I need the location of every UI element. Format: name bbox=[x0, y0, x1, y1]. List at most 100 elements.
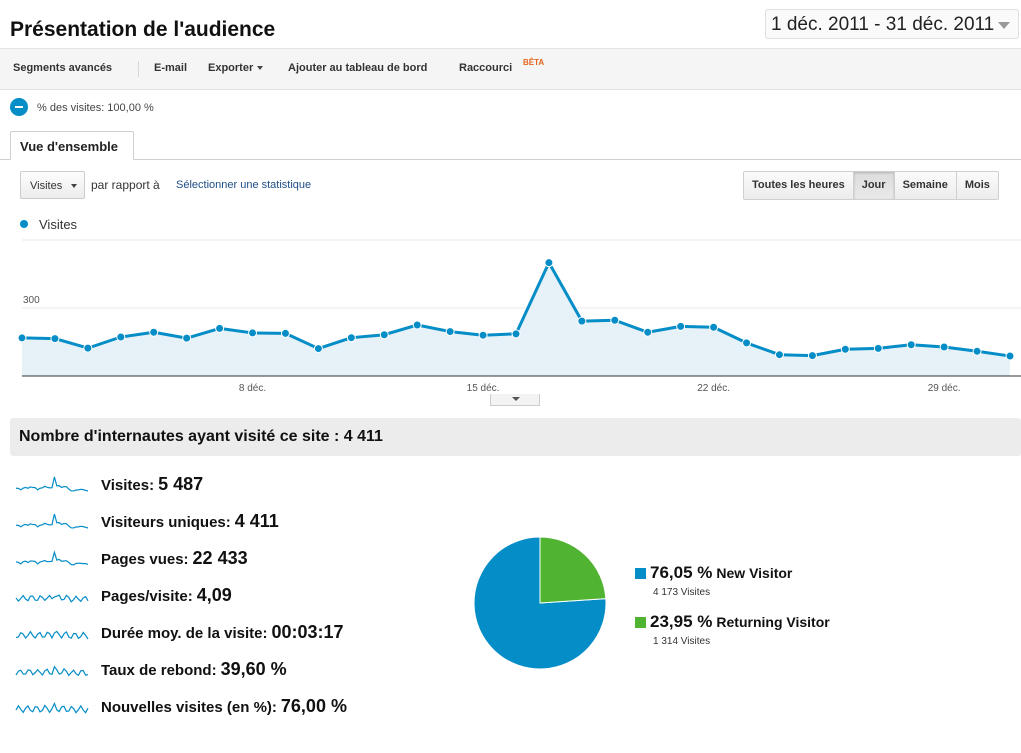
y-tick-label: 600 bbox=[23, 236, 40, 238]
visits-point bbox=[379, 330, 389, 340]
legend-dot-visits bbox=[20, 220, 28, 228]
visits-chart-svg: 300 600 8 déc. 15 déc. 22 déc. 29 déc. bbox=[17, 236, 1021, 394]
metric-label: Durée moy. de la visite: bbox=[101, 625, 268, 642]
visits-point bbox=[280, 328, 290, 338]
sparkline-icon bbox=[15, 665, 89, 677]
report-toolbar: Segments avancés E-mail Exporter Ajouter… bbox=[0, 48, 1021, 90]
granularity-day-button[interactable]: Jour bbox=[853, 172, 895, 199]
summary-bar: Nombre d'internautes ayant visité ce sit… bbox=[10, 418, 1021, 456]
email-button[interactable]: E-mail bbox=[154, 62, 188, 74]
toolbar-divider bbox=[138, 61, 139, 77]
visitor-type-pie-svg bbox=[473, 536, 607, 670]
visits-point bbox=[50, 334, 60, 344]
visits-point bbox=[149, 327, 159, 337]
visits-point bbox=[478, 330, 488, 340]
chevron-down-icon bbox=[998, 22, 1010, 29]
date-range-picker[interactable]: 1 déc. 2011 - 31 déc. 2011 bbox=[765, 9, 1019, 39]
visits-point bbox=[577, 316, 587, 326]
metric-value: 76,00 % bbox=[280, 696, 347, 716]
returning-visitor-visits: 1 314 Visites bbox=[653, 636, 711, 647]
visits-point bbox=[939, 342, 949, 352]
visits-point bbox=[313, 344, 323, 354]
x-tick-label: 15 déc. bbox=[467, 383, 500, 394]
shortcut-button[interactable]: Raccourci BÊTA bbox=[459, 58, 544, 74]
sparkline-icon bbox=[15, 476, 89, 492]
new-visitor-swatch bbox=[635, 568, 646, 579]
sparkline-icon bbox=[15, 630, 89, 640]
compare-label: par rapport à bbox=[91, 178, 160, 192]
metric-value: 39,60 % bbox=[220, 659, 287, 679]
visits-point bbox=[873, 343, 883, 353]
segment-pie-icon bbox=[10, 98, 28, 116]
select-metric-link[interactable]: Sélectionner une statistique bbox=[176, 179, 312, 191]
visits-point bbox=[709, 322, 719, 332]
visits-point bbox=[412, 320, 422, 330]
visits-point bbox=[544, 258, 554, 268]
tab-overview[interactable]: Vue d'ensemble bbox=[10, 131, 134, 160]
new-visitor-percent: 76,05 % bbox=[650, 563, 713, 582]
visits-point bbox=[742, 338, 752, 348]
export-button[interactable]: Exporter bbox=[208, 62, 264, 74]
x-tick-label: 8 déc. bbox=[239, 383, 266, 394]
metric-label: Taux de rebond: bbox=[101, 662, 217, 679]
metric-label: Visiteurs uniques: bbox=[101, 514, 231, 531]
visits-point bbox=[445, 327, 455, 337]
new-visitor-label: New Visitor bbox=[716, 565, 793, 581]
sparkline-icon bbox=[15, 513, 89, 529]
visits-point bbox=[972, 346, 982, 356]
visits-point bbox=[17, 333, 27, 343]
sparkline-icon bbox=[15, 702, 89, 714]
add-to-dashboard-button[interactable]: Ajouter au tableau de bord bbox=[288, 62, 428, 74]
visits-chart: 300 600 8 déc. 15 déc. 22 déc. 29 déc. bbox=[0, 236, 1021, 406]
visits-point bbox=[511, 329, 521, 339]
summary-label: Nombre d'internautes ayant visité ce sit… bbox=[19, 428, 383, 445]
metric-label: Visites: bbox=[101, 477, 155, 494]
legend-label: Visites bbox=[39, 217, 78, 232]
granularity-buttons: Toutes les heures Jour Semaine Mois bbox=[743, 171, 999, 200]
metric-select[interactable]: Visites bbox=[20, 171, 85, 199]
chart-collapse-handle[interactable] bbox=[490, 394, 540, 406]
visits-area bbox=[22, 262, 1010, 376]
tab-bar-line bbox=[0, 159, 1021, 160]
visits-point bbox=[676, 321, 686, 331]
chevron-down-icon bbox=[71, 184, 77, 188]
shortcut-label: Raccourci bbox=[459, 62, 513, 74]
visits-point bbox=[1005, 351, 1015, 361]
page-title: Présentation de l'audience bbox=[10, 18, 276, 41]
header: Présentation de l'audience 1 déc. 2011 -… bbox=[0, 0, 1021, 48]
metric-value: 5 487 bbox=[158, 474, 204, 494]
visits-point bbox=[116, 332, 126, 342]
x-tick-label: 22 déc. bbox=[697, 383, 730, 394]
visits-point bbox=[182, 333, 192, 343]
metric-value: 00:03:17 bbox=[271, 622, 344, 642]
sparkline-icon bbox=[15, 550, 89, 566]
segment-text: % des visites: 100,00 % bbox=[37, 102, 154, 114]
metric-select-value: Visites bbox=[30, 180, 63, 192]
visits-point bbox=[643, 327, 653, 337]
dropdown-arrow-icon bbox=[257, 66, 264, 70]
y-tick-label: 300 bbox=[23, 295, 40, 306]
returning-visitor-swatch bbox=[635, 617, 646, 628]
returning-visitor-percent: 23,95 % bbox=[650, 612, 713, 631]
pie-slice-returning-visitor bbox=[539, 536, 607, 604]
visits-point bbox=[610, 315, 620, 325]
metric-value: 4 411 bbox=[234, 511, 279, 531]
advanced-segments-button[interactable]: Segments avancés bbox=[13, 62, 113, 74]
granularity-hourly-button[interactable]: Toutes les heures bbox=[744, 172, 854, 199]
visits-point bbox=[248, 328, 258, 338]
sparkline-icon bbox=[15, 594, 89, 603]
pie-slice-new-visitor bbox=[473, 536, 607, 670]
metric-value: 4,09 bbox=[196, 585, 232, 605]
metric-label: Pages/visite: bbox=[101, 588, 193, 605]
visits-point bbox=[906, 340, 916, 350]
export-label: Exporter bbox=[208, 62, 254, 74]
granularity-month-button[interactable]: Mois bbox=[956, 172, 998, 199]
returning-visitor-label: Returning Visitor bbox=[716, 614, 830, 630]
visits-point bbox=[774, 350, 784, 360]
granularity-week-button[interactable]: Semaine bbox=[894, 172, 957, 199]
visits-point bbox=[83, 343, 93, 353]
new-visitor-visits: 4 173 Visites bbox=[653, 587, 711, 598]
date-range-text: 1 déc. 2011 - 31 déc. 2011 bbox=[771, 14, 995, 35]
visits-point bbox=[346, 333, 356, 343]
x-tick-label: 29 déc. bbox=[928, 383, 961, 394]
